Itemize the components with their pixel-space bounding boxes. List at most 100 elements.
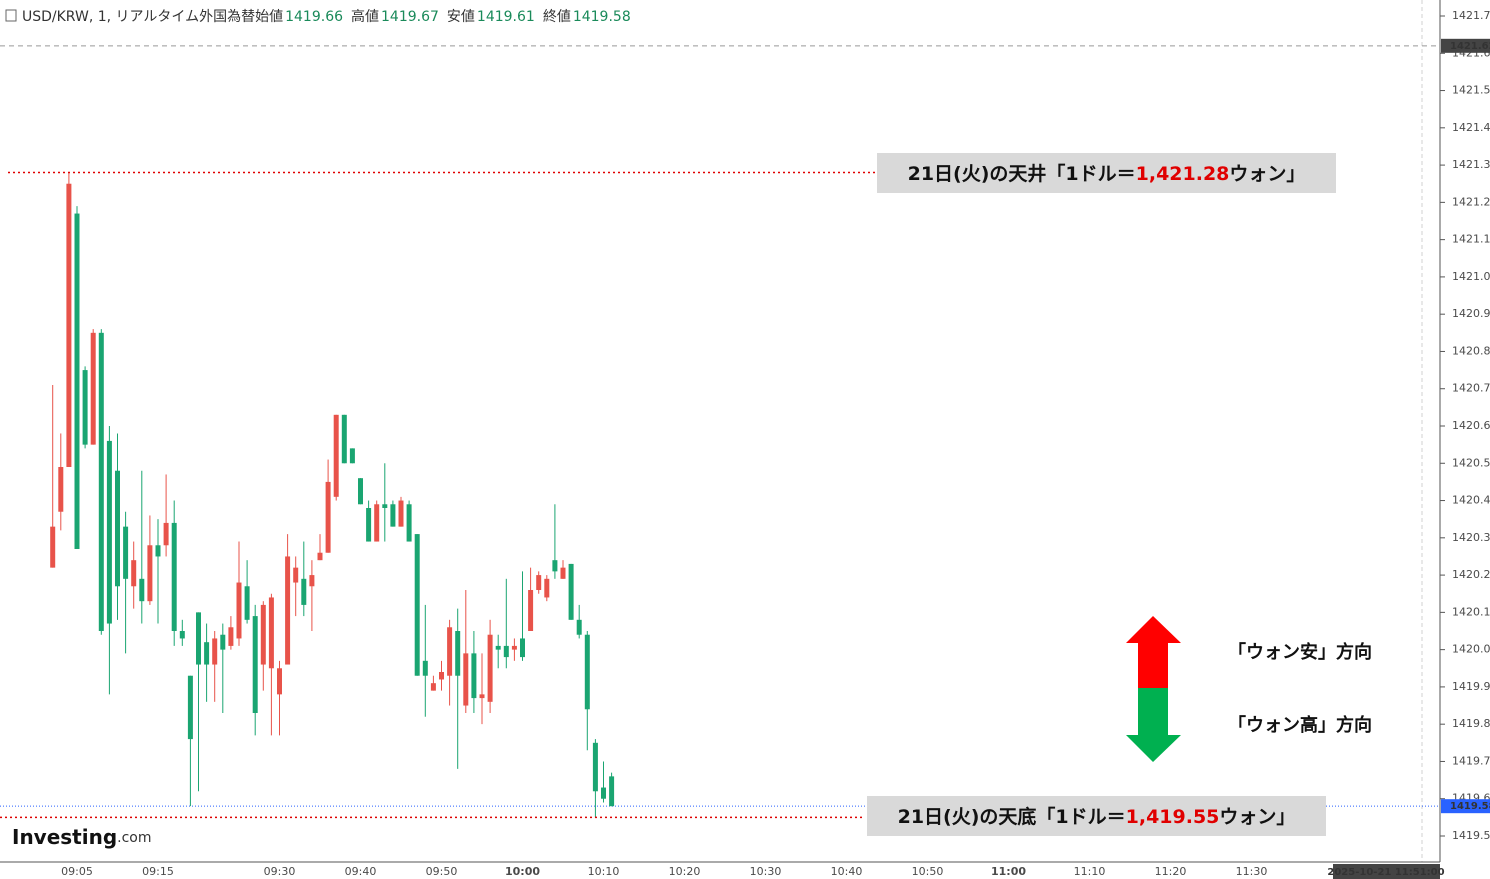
candle-body	[244, 586, 250, 620]
candle-body	[601, 787, 606, 799]
x-tick-label: 11:20	[1155, 865, 1187, 878]
candle-body	[260, 604, 266, 665]
candle-body	[536, 575, 542, 590]
annotation-suffix: ウォン」	[1229, 163, 1305, 185]
annotation-prefix: 21日(火)の天底「1ドル＝	[898, 805, 1126, 828]
candle-body	[592, 742, 598, 792]
ohlc-label: 終値	[543, 9, 571, 25]
candle-body	[163, 522, 169, 546]
annotation-value: 1,419.55	[1126, 806, 1220, 828]
candle-body	[171, 522, 177, 631]
y-tick-label: 1421.20	[1452, 195, 1490, 208]
arrow-up	[1126, 616, 1181, 688]
candle-body	[301, 578, 307, 605]
y-tick-label: 1420.50	[1452, 456, 1490, 469]
candle-body	[58, 467, 64, 512]
y-tick-label: 1420.20	[1452, 568, 1490, 581]
candle-body	[366, 508, 372, 542]
candle-body	[252, 616, 258, 713]
x-tick-label: 10:20	[669, 865, 701, 878]
candle-body	[487, 634, 493, 702]
candle-body	[236, 582, 242, 639]
logo-suffix: .com	[117, 830, 151, 846]
logo: Investing.com	[12, 825, 152, 849]
x-tick-label: 10:30	[750, 865, 782, 878]
candle-body	[74, 213, 80, 549]
annotation-value: 1,421.28	[1136, 163, 1230, 185]
candle-body	[503, 645, 509, 658]
candle-body	[196, 612, 201, 665]
candle-body	[422, 660, 428, 676]
candle-body	[374, 504, 380, 542]
x-tick-label: 10:50	[912, 865, 944, 878]
candle-body	[98, 332, 104, 631]
y-tick-label: 1420.70	[1452, 382, 1490, 395]
candle-body	[576, 619, 582, 635]
ohlc-label: 安値	[447, 9, 475, 25]
candle-body	[277, 668, 282, 695]
candle-body	[155, 545, 161, 557]
y-tick-label: 1420.10	[1452, 605, 1490, 618]
price-tag-label: 1419.58	[1450, 801, 1490, 812]
header: USD/KRW, 1, リアルタイム外国為替始値 1419.66 高値 1419.67…	[22, 8, 631, 25]
ohlc-value: 1419.61	[477, 9, 535, 25]
y-tick-label: 1420.60	[1452, 419, 1490, 432]
candle-body	[609, 776, 615, 807]
y-tick-label: 1420.40	[1452, 494, 1490, 507]
y-tick-label: 1419.50	[1452, 829, 1490, 842]
candle-body	[406, 504, 412, 542]
candle-body	[50, 526, 56, 568]
y-tick-label: 1419.80	[1452, 717, 1490, 730]
candle-body	[228, 627, 234, 646]
candle-body	[495, 645, 501, 650]
candle-body	[325, 481, 331, 553]
candle-body	[430, 683, 436, 691]
ohlc-value: 1419.58	[573, 9, 631, 25]
y-tick-label: 1421.30	[1452, 158, 1490, 171]
candle-body	[552, 560, 558, 572]
candle-body	[584, 634, 590, 710]
x-tick-label: 09:50	[426, 865, 458, 878]
candle-body	[382, 504, 388, 508]
ohlc-label: 始値	[255, 9, 283, 25]
candle-body	[341, 414, 347, 464]
candle-body	[179, 631, 185, 639]
arrow-down	[1126, 688, 1181, 762]
annotation-box	[867, 796, 1326, 836]
annotation-box	[877, 153, 1336, 193]
y-tick-label: 1421.50	[1452, 84, 1490, 97]
candle-body	[106, 440, 112, 624]
price-tag-label: 1421.62	[1450, 41, 1490, 52]
annotation-text: 21日(火)の天底「1ドル＝1,419.55ウォン」	[898, 805, 1296, 828]
annotation-text: 21日(火)の天井「1ドル＝1,421.28ウォン」	[908, 162, 1306, 185]
y-tick-label: 1421.70	[1452, 9, 1490, 22]
candle-body	[82, 370, 88, 445]
candle-body	[455, 631, 461, 676]
legend-label: 「ウォン高」方向	[1228, 714, 1372, 736]
candle-body	[349, 448, 355, 464]
ohlc-value: 1419.66	[285, 9, 343, 25]
candle-body	[511, 645, 517, 650]
x-tick-label: 09:30	[264, 865, 296, 878]
annotation-prefix: 21日(火)の天井「1ドル＝	[908, 162, 1136, 185]
candle-body	[90, 332, 96, 445]
candle-body	[187, 675, 193, 740]
candle-body	[115, 470, 120, 587]
candle-body	[66, 183, 72, 467]
y-tick-label: 1421.40	[1452, 121, 1490, 134]
x-tick-label: 09:05	[61, 865, 93, 878]
candle-body	[139, 578, 145, 602]
x-tick-label: 11:10	[1074, 865, 1106, 878]
candle-body	[131, 560, 137, 587]
candle-body	[309, 575, 315, 587]
candle-body	[447, 627, 453, 676]
y-tick-label: 1421.00	[1452, 270, 1490, 283]
candle-body	[528, 590, 534, 631]
y-tick-label: 1421.10	[1452, 233, 1490, 246]
candle-body	[544, 578, 550, 598]
candle-body	[285, 556, 291, 665]
time-tag	[1333, 864, 1440, 879]
candle-body	[568, 563, 574, 620]
candle-body	[390, 504, 396, 527]
